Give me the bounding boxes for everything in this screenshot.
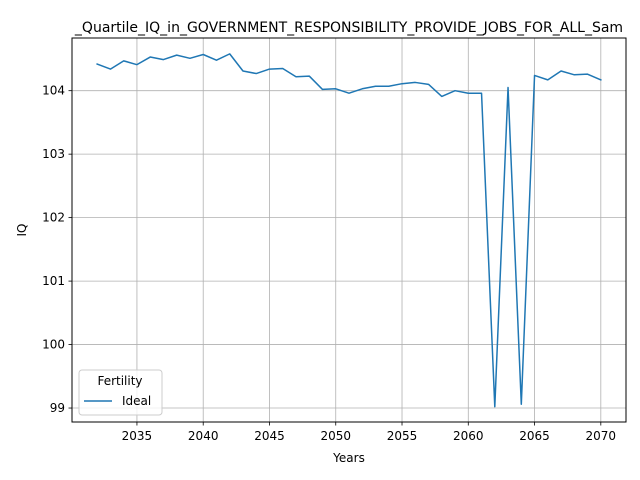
legend: Fertility Ideal	[78, 369, 163, 416]
x-tick-label: 2060	[453, 429, 484, 443]
x-tick-label: 2035	[122, 429, 153, 443]
y-tick-label: 100	[42, 338, 65, 352]
x-tick-label: 2070	[586, 429, 617, 443]
x-tick-label: 2055	[387, 429, 418, 443]
x-tick-label: 2045	[254, 429, 285, 443]
x-axis: 2035 2040 2045 2050 2055 2060 2065 2070	[122, 422, 616, 443]
y-axis-label: IQ	[15, 224, 29, 237]
x-tick-label: 2065	[519, 429, 550, 443]
x-tick-label: 2040	[188, 429, 219, 443]
legend-label-ideal: Ideal	[122, 394, 151, 408]
x-axis-label: Years	[332, 451, 365, 465]
gridlines	[72, 38, 626, 422]
y-tick-label: 102	[42, 211, 65, 225]
y-tick-label: 99	[50, 401, 65, 415]
plot-area	[72, 38, 626, 422]
series-line-ideal	[96, 53, 602, 408]
legend-title: Fertility	[97, 374, 142, 388]
y-tick-label: 101	[42, 274, 65, 288]
chart-title: _Quartile_IQ_in_GOVERNMENT_RESPONSIBILIT…	[74, 20, 623, 36]
y-axis: 99 100 101 102 103 104	[42, 84, 72, 415]
series-lines	[96, 53, 602, 408]
y-tick-label: 103	[42, 147, 65, 161]
legend-box	[78, 369, 163, 416]
x-tick-label: 2050	[320, 429, 351, 443]
plot-frame	[71, 37, 627, 423]
y-tick-label: 104	[42, 84, 65, 98]
